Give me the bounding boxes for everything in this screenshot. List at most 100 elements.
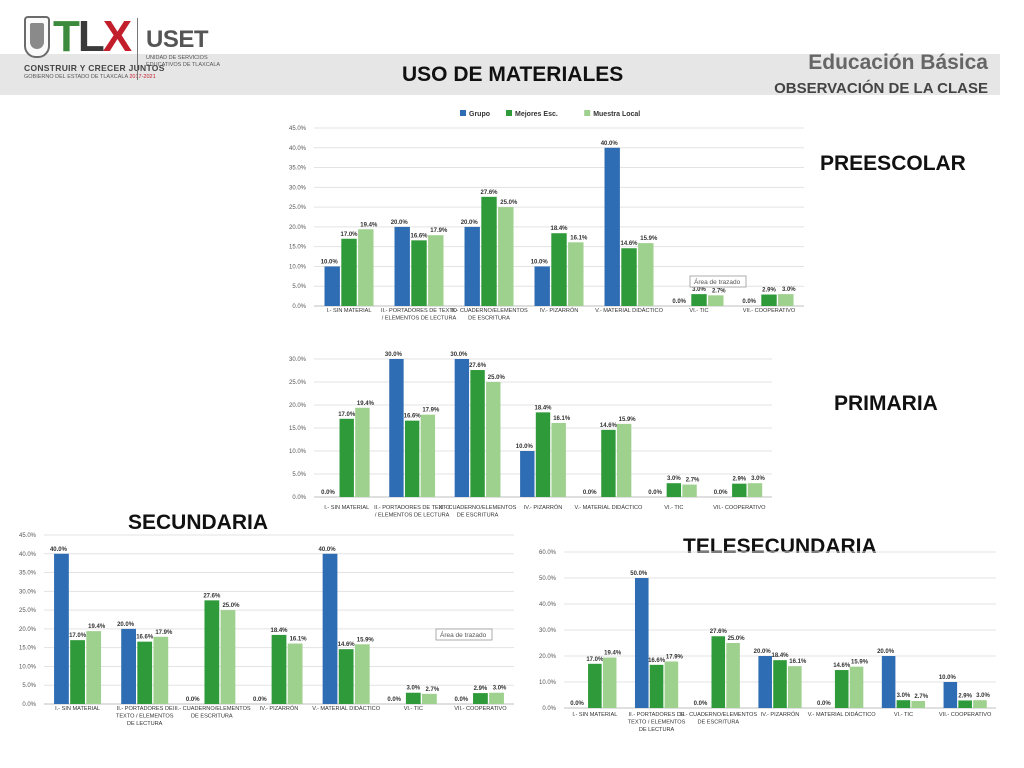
bar <box>220 610 236 704</box>
data-label: 0.0% <box>648 490 662 496</box>
bar <box>338 649 354 704</box>
data-label: 0.0% <box>387 697 401 703</box>
y-tick-label: 25.0% <box>19 608 37 614</box>
data-label: 3.0% <box>692 287 706 293</box>
annotation-box <box>435 628 493 641</box>
bar <box>761 294 777 306</box>
data-label: 0.0% <box>714 490 728 496</box>
x-tick-label: TEXTO / ELEMENTOS <box>116 714 174 720</box>
bar <box>711 636 726 708</box>
x-tick-label: TEXTO / ELEMENTOS <box>628 720 686 726</box>
x-tick-label: II.- PORTADORES DE <box>629 712 685 718</box>
bar <box>137 641 153 704</box>
x-tick-label: DE ESCRITURA <box>191 714 233 720</box>
data-label: 2.9% <box>958 693 972 699</box>
data-label: 10.0% <box>531 259 549 265</box>
bar <box>881 656 896 708</box>
x-tick-label: V.- MATERIAL DIDÁCTICO <box>808 711 877 718</box>
data-label: 19.4% <box>360 222 378 228</box>
bar <box>486 382 501 497</box>
y-tick-label: 0.0% <box>292 495 306 501</box>
label-preescolar: PREESCOLAR <box>820 152 966 175</box>
data-label: 16.6% <box>648 658 666 664</box>
x-tick-label: II.- PORTADORES DE TEXTO <box>374 505 451 511</box>
y-tick-label: 25.0% <box>289 380 307 386</box>
y-tick-label: 25.0% <box>289 205 307 211</box>
data-label: 0.0% <box>672 299 686 305</box>
bar <box>958 700 972 708</box>
data-label: 18.4% <box>270 628 288 634</box>
y-tick-label: 35.0% <box>289 166 307 172</box>
data-label: 50.0% <box>630 571 648 577</box>
y-tick-label: 30.0% <box>289 357 307 363</box>
data-label: 16.1% <box>290 637 308 643</box>
x-tick-label: V.- MATERIAL DIDÁCTICO <box>312 705 381 712</box>
bar <box>534 266 550 306</box>
data-label: 19.4% <box>604 651 622 657</box>
data-label: 10.0% <box>321 259 339 265</box>
bar <box>943 682 958 708</box>
bar <box>551 422 566 497</box>
y-tick-label: 45.0% <box>19 533 37 539</box>
bar <box>287 643 303 704</box>
bar <box>341 238 357 306</box>
x-tick-label: VI.- TIC <box>404 706 423 712</box>
x-tick-label: II.- PORTADORES DE <box>117 706 173 712</box>
bar <box>470 370 485 497</box>
uset-wordmark: USET <box>146 26 209 53</box>
data-label: 0.0% <box>742 299 756 305</box>
data-label: 0.0% <box>186 697 200 703</box>
data-label: 2.9% <box>474 686 488 692</box>
bar <box>355 407 370 497</box>
legend-swatch <box>584 110 591 116</box>
data-label: 14.6% <box>600 423 618 429</box>
bar <box>551 233 567 306</box>
data-label: 0.0% <box>253 697 267 703</box>
x-tick-label: VII.- COOPERATIVO <box>939 712 992 718</box>
y-tick-label: 10.0% <box>289 264 307 270</box>
x-tick-label: IV.- PIZARRÓN <box>761 711 800 718</box>
x-tick-label: / ELEMENTOS DE LECTURA <box>382 316 457 322</box>
bar <box>664 661 679 708</box>
x-tick-label: I.- SIN MATERIAL <box>327 308 372 314</box>
data-label: 40.0% <box>601 141 619 147</box>
x-tick-label: VI.- TIC <box>664 505 683 511</box>
data-label: 0.0% <box>454 697 468 703</box>
data-label: 14.6% <box>620 241 638 247</box>
bar <box>405 692 421 704</box>
legend-swatch <box>460 110 466 116</box>
x-tick-label: DE LECTURA <box>127 721 163 727</box>
data-label: 2.7% <box>426 687 440 693</box>
bar <box>520 451 535 497</box>
annotation-label: Área de trazado <box>440 630 487 639</box>
data-label: 27.6% <box>203 593 221 599</box>
bar <box>708 295 724 306</box>
x-tick-label: VI.- TIC <box>689 308 708 314</box>
y-tick-label: 5.0% <box>292 284 306 290</box>
bar <box>54 553 69 704</box>
bar <box>638 243 654 306</box>
x-tick-label: VII.- COOPERATIVO <box>454 706 507 712</box>
data-label: 18.4% <box>550 226 568 232</box>
y-tick-label: 40.0% <box>289 146 307 152</box>
data-label: 2.7% <box>686 478 700 484</box>
bar <box>271 634 287 704</box>
y-tick-label: 15.0% <box>289 426 307 432</box>
x-tick-label: IV.- PIZARRÓN <box>260 705 299 712</box>
data-label: 27.6% <box>469 363 487 369</box>
x-tick-label: IV.- PIZARRÓN <box>524 504 563 511</box>
data-label: 16.1% <box>570 235 588 241</box>
page-title: USO DE MATERIALES <box>402 63 624 86</box>
x-tick-label: III.- CUADERNO/ELEMENTOS <box>439 505 517 511</box>
bar <box>604 147 620 306</box>
uset-subtitle: UNIDAD DE SERVICIOS EDUCATIVOS DE TLAXCAL… <box>146 55 221 68</box>
bar <box>849 666 864 708</box>
y-tick-label: 5.0% <box>292 472 306 478</box>
y-tick-label: 50.0% <box>539 576 557 582</box>
data-label: 17.0% <box>586 657 604 663</box>
bar <box>602 657 617 708</box>
data-label: 3.0% <box>782 287 796 293</box>
data-label: 17.9% <box>666 654 684 660</box>
bar <box>535 412 551 497</box>
bar <box>324 266 340 306</box>
